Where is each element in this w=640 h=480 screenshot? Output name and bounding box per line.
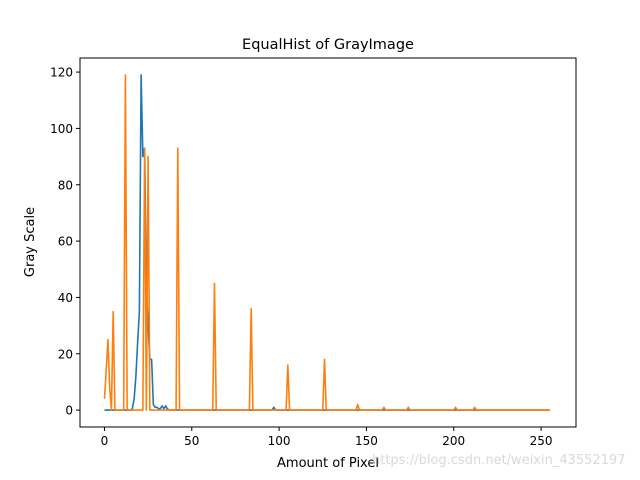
x-tick-label: 250 [530, 434, 553, 448]
x-tick-label: 50 [184, 434, 199, 448]
x-tick-label: 0 [101, 434, 109, 448]
series-line-1 [104, 74, 550, 411]
y-tick-label: 60 [58, 235, 73, 249]
x-tick-label: 200 [442, 434, 465, 448]
x-axis-ticks: 0 50 100 150 200 250 [101, 427, 553, 448]
y-tick-label: 120 [50, 66, 73, 80]
series-layer [103, 74, 550, 411]
y-tick-label: 0 [65, 404, 73, 418]
watermark-text: https://blog.csdn.net/weixin_43552197 [372, 453, 626, 468]
y-tick-label: 40 [58, 291, 73, 305]
y-tick-label: 100 [50, 122, 73, 136]
chart-title: EqualHist of GrayImage [242, 37, 414, 53]
series-line-2 [103, 74, 550, 411]
plot-frame [79, 57, 577, 428]
y-tick-label: 80 [58, 178, 73, 192]
y-axis-label: Gray Scale [23, 207, 38, 277]
x-axis-label: Amount of Pixel [277, 456, 379, 471]
y-axis-ticks: 0 20 40 60 80 100 120 [50, 66, 80, 418]
x-tick-label: 150 [355, 434, 378, 448]
x-tick-label: 100 [268, 434, 291, 448]
y-tick-label: 20 [58, 347, 73, 361]
